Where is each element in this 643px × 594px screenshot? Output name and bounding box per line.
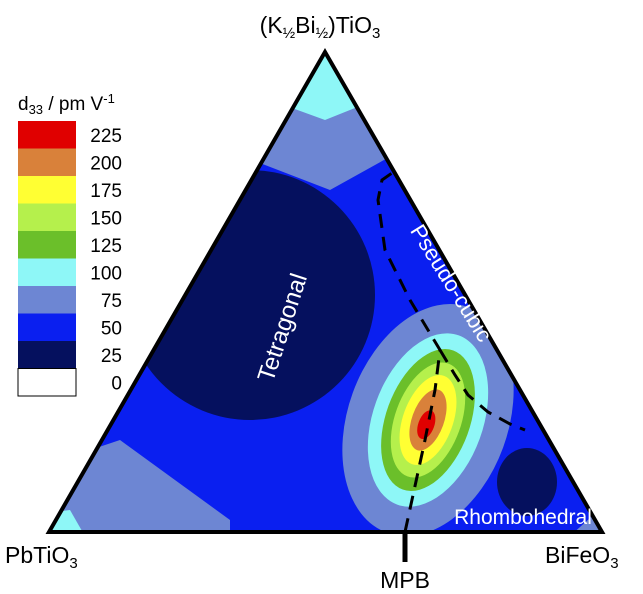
legend-value-25: 25 [101, 346, 122, 367]
apex-label-left: PbTiO3 [5, 542, 78, 572]
rhombohedral-boundary-line [438, 349, 526, 432]
legend-swatch-150 [18, 203, 76, 231]
tetragonal-region [125, 170, 375, 420]
d33-legend: d33 / pm V-1 225 200 175 150 125 100 75 50 25 0 [17, 91, 122, 397]
triangle-outline [45, 47, 606, 534]
legend-swatch-75 [18, 286, 76, 314]
legend-title: d33 / pm V-1 [18, 91, 115, 117]
legend-items: 225 200 175 150 125 100 75 50 25 0 [17, 121, 122, 397]
d33-peak-contours [342, 303, 514, 532]
corner-band-100 [49, 510, 90, 532]
apex-label-right: BiFeO3 [545, 542, 619, 572]
legend-value-75: 75 [101, 291, 122, 312]
legend-value-0: 0 [111, 373, 122, 394]
apex-label-top: (K½Bi½)TiO3 [260, 12, 381, 42]
legend-swatch-175 [18, 176, 76, 204]
mpb-boundary-line [376, 171, 442, 533]
legend-value-200: 200 [90, 153, 122, 174]
legend-swatch-25 [18, 341, 76, 369]
legend-value-50: 50 [101, 318, 122, 339]
legend-swatch-50 [18, 313, 76, 341]
legend-swatch-225 [18, 121, 76, 149]
legend-swatch-100 [18, 258, 76, 286]
contour-map [49, 52, 602, 532]
rhombohedral-dark-region [497, 448, 557, 516]
legend-swatch-200 [18, 148, 76, 176]
legend-swatch-0 [17, 368, 77, 397]
mpb-label: MPB [380, 567, 430, 593]
legend-swatch-125 [18, 231, 76, 259]
legend-value-100: 100 [90, 263, 122, 284]
legend-value-150: 150 [90, 208, 122, 229]
legend-value-175: 175 [90, 181, 122, 202]
legend-value-125: 125 [90, 236, 122, 257]
legend-value-225: 225 [90, 126, 122, 147]
rhombohedral-label: Rhombohedral [454, 506, 592, 529]
